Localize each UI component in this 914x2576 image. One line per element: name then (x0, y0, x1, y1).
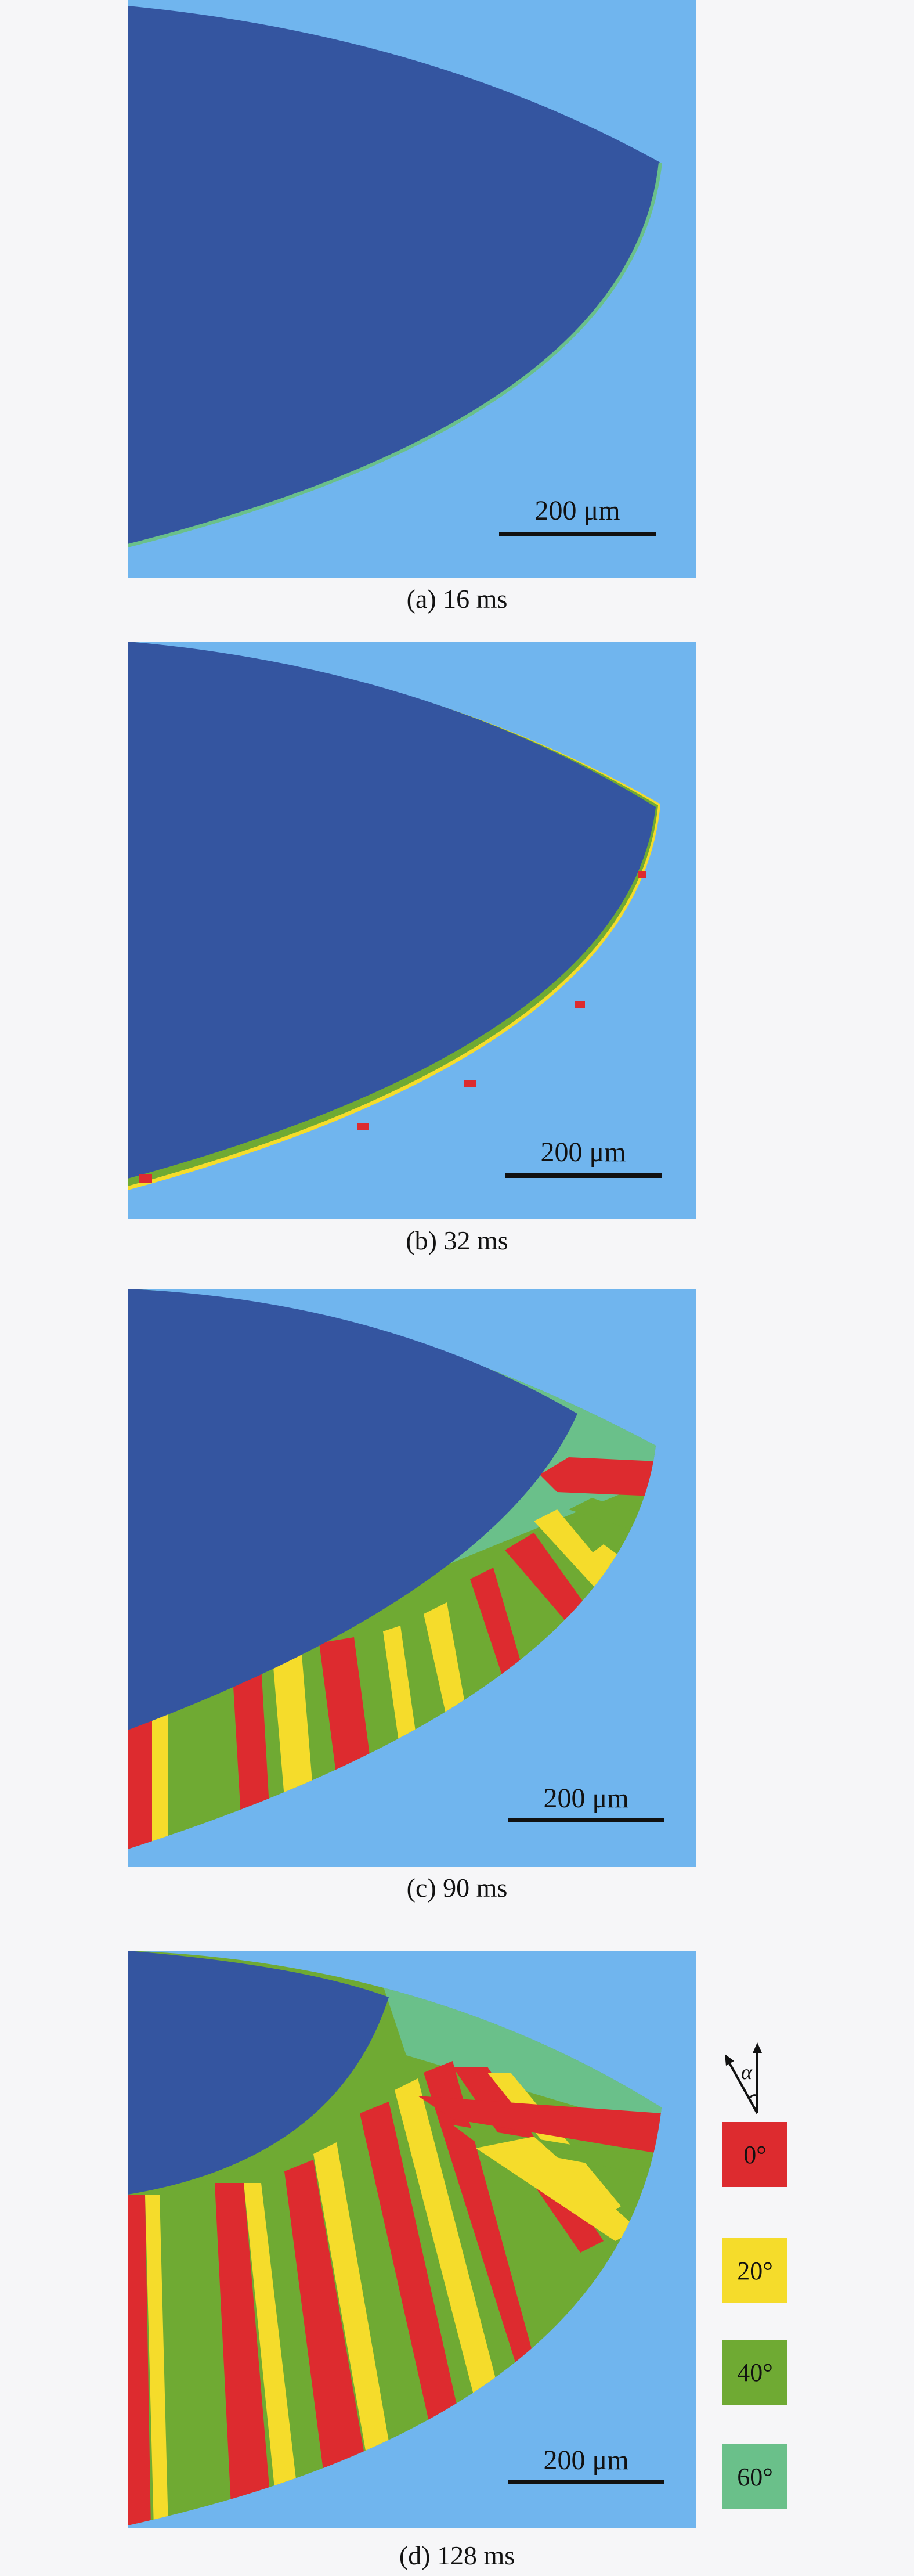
legend-swatch-60: 60° (722, 2444, 787, 2509)
panel-c-image: 200 μm (128, 1289, 696, 1867)
angle-diagram-icon (725, 2042, 762, 2114)
scale-bar-label: 200 μm (543, 2445, 628, 2476)
panel-c-caption: (c) 90 ms (406, 1873, 508, 1903)
panel-b-image: 200 μm (128, 642, 696, 1219)
legend-swatch-0: 0° (722, 2122, 787, 2187)
melt-pool-region (128, 642, 656, 1179)
panel-d-image: 200 μm (128, 1951, 696, 2528)
solid-front (128, 162, 662, 547)
scale-bar-label: 200 μm (534, 495, 620, 526)
red-nuclei (139, 871, 646, 1183)
panel-a-caption: (a) 16 ms (406, 584, 508, 614)
legend-label-20: 20° (737, 2256, 773, 2285)
alpha-label: α (741, 2060, 752, 2084)
legend-swatch-20: 20° (722, 2238, 787, 2303)
legend-label-0: 0° (743, 2140, 767, 2169)
melt-pool-region (128, 6, 660, 546)
legend-swatch-40: 40° (722, 2340, 787, 2405)
panel-a-image: 200 μm (128, 0, 696, 578)
legend-label-40: 40° (737, 2358, 773, 2387)
legend-label-60: 60° (737, 2462, 773, 2491)
scale-bar-label: 200 μm (543, 1783, 628, 1814)
panel-d-caption: (d) 128 ms (399, 2541, 515, 2570)
melt-pool-region (128, 1289, 577, 1730)
scale-bar-label: 200 μm (540, 1137, 626, 1168)
panel-b-caption: (b) 32 ms (406, 1226, 508, 1255)
melt-pool-region (128, 1951, 389, 2195)
orientation-legend: α 0° 20° 40° 60° (717, 2038, 787, 2520)
